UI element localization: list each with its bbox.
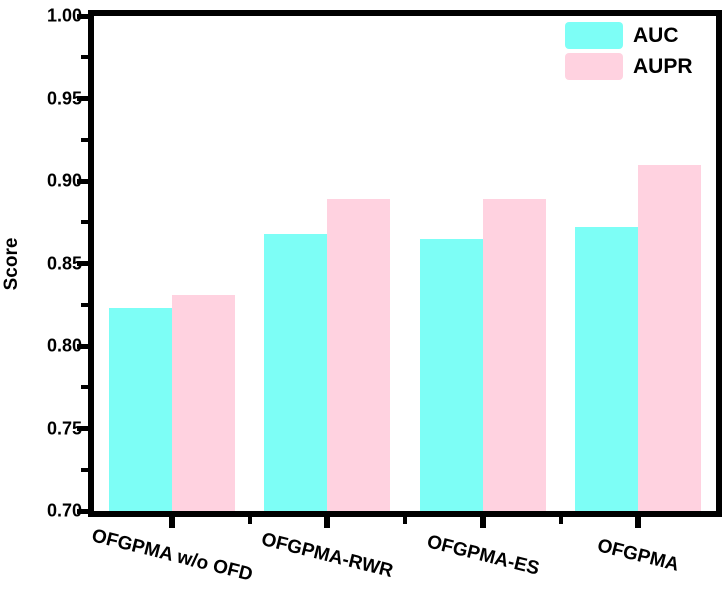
y-tick-label-0.90: 0.90: [46, 170, 82, 191]
legend: AUC AUPR: [565, 22, 693, 84]
y-tick-label-0.70: 0.70: [46, 500, 82, 521]
bar-aupr-1: [327, 199, 391, 511]
x-major-tick-3: [635, 517, 642, 528]
plot-area: AUC AUPR: [77, 10, 722, 528]
y-tick-label-1.00: 1.00: [46, 5, 82, 26]
y-minor-tick: [81, 137, 88, 142]
x-minor-tick: [403, 517, 407, 524]
bar-aupr-0: [171, 294, 235, 511]
bar-aupr-3: [638, 164, 702, 511]
y-axis-title: Score: [1, 238, 23, 291]
y-tick-label-0.85: 0.85: [46, 253, 82, 273]
bar-auc-3: [575, 227, 639, 511]
x-label-3: OFGPMA: [595, 535, 682, 576]
y-minor-tick: [81, 467, 88, 472]
bar-auc-0: [108, 308, 172, 511]
y-major-tick-0.85: [77, 261, 88, 266]
x-major-tick-1: [324, 517, 331, 528]
bar-auc-2: [419, 238, 483, 511]
legend-swatch-aupr: [565, 53, 623, 80]
x-minor-tick: [558, 517, 563, 524]
y-major-tick-0.90: [77, 178, 88, 184]
y-minor-tick: [81, 302, 88, 307]
legend-label-auc: AUC: [633, 24, 679, 47]
legend-swatch-auc: [565, 22, 623, 49]
y-major-tick-0.95: [77, 96, 88, 101]
y-tick-label-0.95: 0.95: [46, 88, 82, 108]
y-minor-tick: [81, 55, 88, 60]
y-axis-title-text: Score: [1, 237, 22, 291]
y-minor-tick: [81, 220, 88, 225]
x-major-tick-2: [479, 517, 486, 528]
x-minor-tick: [247, 517, 252, 524]
y-tick-label-0.80: 0.80: [46, 335, 82, 356]
y-major-tick-0.75: [77, 426, 88, 431]
y-minor-tick: [81, 385, 88, 390]
x-label-1: OFGPMA-RWR: [259, 529, 396, 583]
x-label-0: OFGPMA w/o OFD: [89, 525, 255, 586]
y-major-tick-0.70: [77, 508, 88, 514]
legend-row-auc: AUC: [565, 22, 693, 49]
x-major-tick-0: [168, 517, 175, 528]
y-tick-label-0.75: 0.75: [46, 418, 82, 438]
legend-row-aupr: AUPR: [565, 53, 693, 80]
bar-aupr-2: [482, 199, 546, 511]
y-major-tick-1.00: [77, 13, 88, 19]
legend-label-aupr: AUPR: [633, 55, 693, 78]
y-major-tick-0.80: [77, 343, 88, 349]
bar-auc-1: [264, 233, 328, 511]
x-label-2: OFGPMA-ES: [424, 531, 542, 580]
